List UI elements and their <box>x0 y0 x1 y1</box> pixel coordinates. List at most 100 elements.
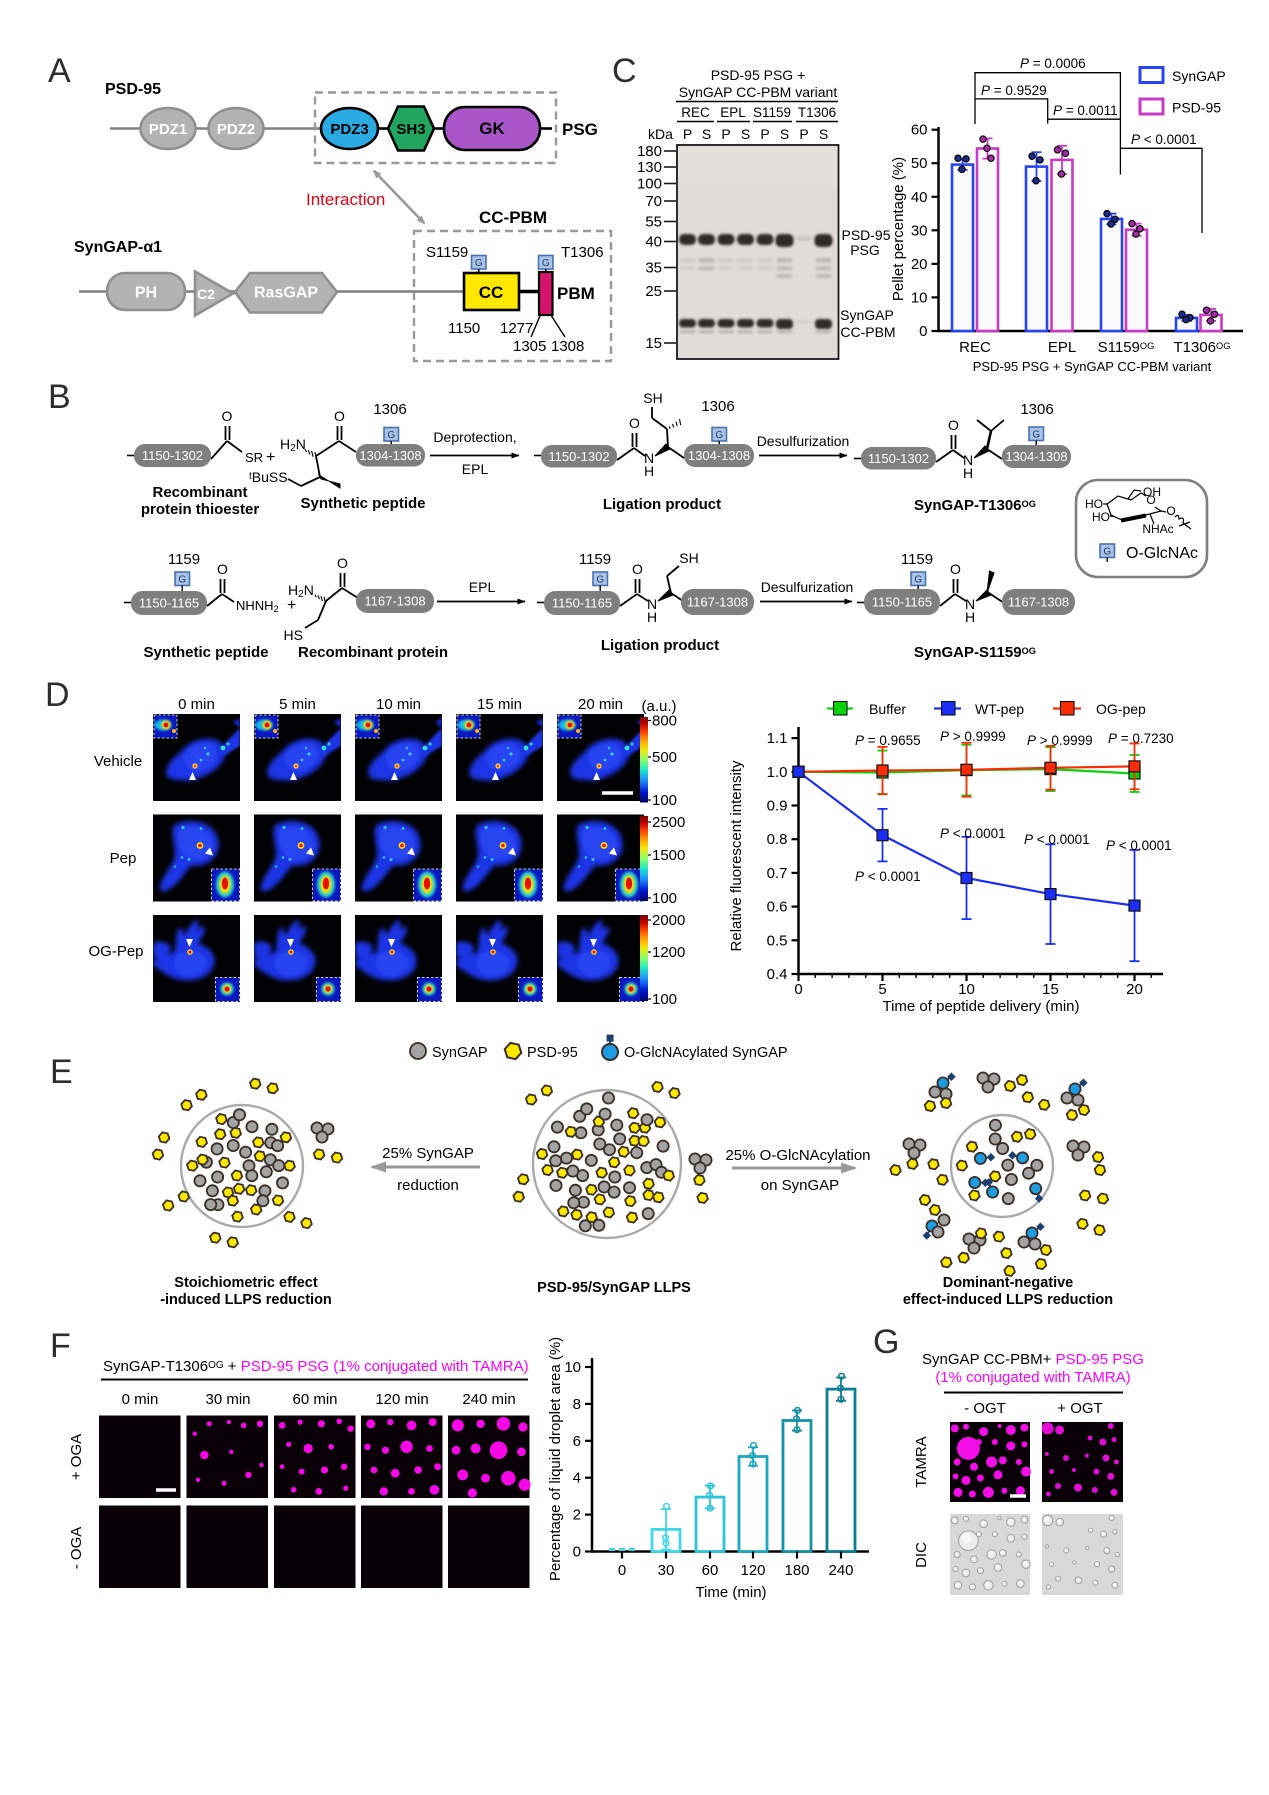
svg-text:P < 0.0001: P < 0.0001 <box>855 869 921 884</box>
svg-text:1306: 1306 <box>1020 401 1053 418</box>
svg-text:NHNH2: NHNH2 <box>236 598 279 614</box>
svg-text:25% O-GlcNAcylation: 25% O-GlcNAcylation <box>725 1147 870 1164</box>
svg-text:PBM: PBM <box>557 284 595 303</box>
svg-text:G: G <box>914 575 922 586</box>
svg-text:1150-1302: 1150-1302 <box>548 449 609 464</box>
svg-text:10: 10 <box>564 1359 581 1376</box>
svg-text:(1% conjugated with TAMRA): (1% conjugated with TAMRA) <box>935 1369 1130 1386</box>
svg-text:Stoichiometric effect: Stoichiometric effect <box>174 1275 318 1291</box>
svg-text:2: 2 <box>573 1507 581 1524</box>
svg-text:1.1: 1.1 <box>767 730 788 747</box>
svg-text:1305: 1305 <box>513 338 546 355</box>
svg-text:6: 6 <box>573 1433 581 1450</box>
svg-text:Ligation product: Ligation product <box>603 496 721 513</box>
svg-text:50: 50 <box>911 155 928 172</box>
svg-text:N: N <box>647 596 657 612</box>
svg-text:EPL: EPL <box>462 461 489 477</box>
svg-text:1277: 1277 <box>500 320 533 337</box>
svg-text:100: 100 <box>652 991 677 1008</box>
svg-text:SynGAP: SynGAP <box>432 1045 488 1061</box>
svg-text:P < 0.0001: P < 0.0001 <box>1131 132 1197 147</box>
svg-text:1150-1165: 1150-1165 <box>552 596 612 611</box>
svg-text:T1306: T1306 <box>798 105 836 120</box>
svg-text:+: + <box>287 597 296 614</box>
svg-text:0.5: 0.5 <box>767 932 788 949</box>
svg-text:130: 130 <box>637 159 662 176</box>
svg-text:DIC: DIC <box>913 1542 930 1568</box>
svg-text:1159: 1159 <box>901 551 933 568</box>
svg-text:O: O <box>1146 493 1155 507</box>
svg-text:Deprotection,: Deprotection, <box>433 429 516 445</box>
svg-text:SH: SH <box>679 550 698 566</box>
svg-text:1306: 1306 <box>701 398 734 415</box>
svg-text:WT-pep: WT-pep <box>975 701 1024 717</box>
svg-text:Recombinant protein: Recombinant protein <box>298 644 448 661</box>
svg-text:C: C <box>612 52 637 90</box>
svg-text:(a.u.): (a.u.) <box>641 698 676 715</box>
svg-text:S1159: S1159 <box>426 244 468 261</box>
svg-text:1304-1308: 1304-1308 <box>688 448 750 463</box>
svg-text:Interaction: Interaction <box>306 190 385 209</box>
svg-text:S: S <box>819 126 828 142</box>
svg-text:HO: HO <box>1092 510 1110 524</box>
svg-text:RasGAP: RasGAP <box>254 285 318 302</box>
svg-text:GK: GK <box>479 119 505 138</box>
svg-text:kDa: kDa <box>648 126 673 142</box>
svg-text:F: F <box>50 1327 71 1365</box>
svg-text:D: D <box>45 676 70 714</box>
svg-text:PSG: PSG <box>562 120 598 139</box>
svg-text:-induced LLPS reduction: -induced LLPS reduction <box>160 1292 332 1308</box>
svg-text:CC-PBM: CC-PBM <box>479 208 547 227</box>
svg-text:G: G <box>1032 430 1040 441</box>
svg-text:PH: PH <box>135 285 157 302</box>
svg-text:Dominant-negative: Dominant-negative <box>943 1275 1074 1291</box>
svg-text:35: 35 <box>645 260 662 277</box>
svg-text:O: O <box>334 408 345 424</box>
svg-text:0: 0 <box>919 323 927 340</box>
svg-text:+ OGA: + OGA <box>68 1434 85 1480</box>
svg-text:+: + <box>266 449 275 466</box>
svg-text:P = 0.7230: P = 0.7230 <box>1108 731 1174 746</box>
svg-text:PSD-95 PSG +: PSD-95 PSG + <box>711 67 806 83</box>
svg-text:10 min: 10 min <box>376 696 421 713</box>
svg-text:0.4: 0.4 <box>767 966 788 983</box>
svg-text:SynGAP-T1306OG + PSD-95 PSG (1: SynGAP-T1306OG + PSD-95 PSG (1% conjugat… <box>103 1358 529 1375</box>
svg-text:O: O <box>632 561 643 577</box>
svg-text:EPL: EPL <box>1048 339 1076 356</box>
svg-text:1200: 1200 <box>652 944 685 961</box>
svg-text:1150-1165: 1150-1165 <box>872 595 932 610</box>
svg-text:+ OGT: + OGT <box>1057 1400 1102 1417</box>
svg-text:P: P <box>799 126 808 142</box>
svg-text:Pellet percentage (%): Pellet percentage (%) <box>890 157 907 301</box>
svg-text:4: 4 <box>573 1470 581 1487</box>
svg-text:1167-1308: 1167-1308 <box>364 594 425 609</box>
svg-text:0.9: 0.9 <box>767 798 788 815</box>
svg-text:P = 0.9655: P = 0.9655 <box>855 733 921 748</box>
svg-text:EPL: EPL <box>720 105 746 120</box>
svg-text:PSG: PSG <box>850 242 880 258</box>
svg-text:240 min: 240 min <box>462 1391 515 1408</box>
svg-text:P: P <box>721 126 730 142</box>
svg-text:N: N <box>963 452 973 468</box>
svg-text:O: O <box>948 417 959 433</box>
svg-text:8: 8 <box>573 1396 581 1413</box>
svg-text:SynGAP CC-PBM+ PSD-95 PSG: SynGAP CC-PBM+ PSD-95 PSG <box>922 1351 1144 1368</box>
svg-text:5 min: 5 min <box>279 696 316 713</box>
svg-text:25: 25 <box>645 283 662 300</box>
svg-text:A: A <box>48 52 71 90</box>
svg-text:30: 30 <box>911 222 928 239</box>
svg-text:PSD-95: PSD-95 <box>527 1045 578 1061</box>
svg-text:- OGT: - OGT <box>964 1400 1006 1417</box>
svg-text:0: 0 <box>618 1562 626 1579</box>
svg-text:OG-pep: OG-pep <box>1096 701 1146 717</box>
svg-text:30: 30 <box>658 1562 675 1579</box>
svg-text:G: G <box>475 258 483 269</box>
svg-text:70: 70 <box>645 193 662 210</box>
svg-text:T1306OG: T1306OG <box>1173 339 1230 356</box>
svg-text:Buffer: Buffer <box>869 701 906 717</box>
svg-text:0.8: 0.8 <box>767 831 788 848</box>
svg-text:P < 0.0001: P < 0.0001 <box>940 826 1006 841</box>
svg-text:2500: 2500 <box>652 814 685 831</box>
svg-text:1.0: 1.0 <box>767 764 788 781</box>
svg-text:0: 0 <box>573 1544 581 1561</box>
